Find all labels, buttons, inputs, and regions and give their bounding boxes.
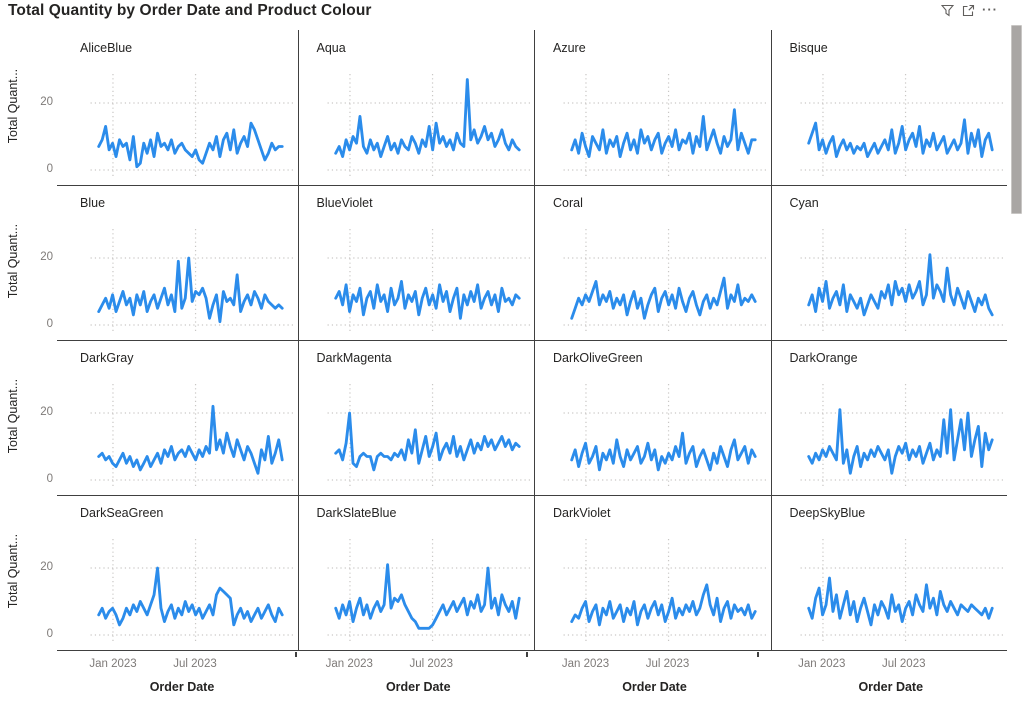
y-axis: Total Quant... 20 0 <box>0 340 62 495</box>
x-axis-col-2: Jan 2023 Jul 2023 Order Date <box>298 652 534 706</box>
line-chart[interactable] <box>62 340 298 495</box>
y-axis-title: Total Quant... <box>6 223 20 299</box>
panel-title: DarkOliveGreen <box>553 351 643 365</box>
y-axis-title: Total Quant... <box>6 68 20 144</box>
y-tick-20: 20 <box>40 251 53 263</box>
panel-blueviolet: BlueViolet <box>297 185 535 340</box>
panel-azure: Azure <box>534 30 771 185</box>
panel-blue: Blue <box>62 185 298 340</box>
y-tick-20: 20 <box>40 406 53 418</box>
visual-title: Total Quantity by Order Date and Product… <box>8 2 372 19</box>
panel-title: Coral <box>553 196 583 210</box>
panel-darkmagenta: DarkMagenta <box>297 340 535 495</box>
y-tick-0: 0 <box>46 473 53 485</box>
x-tick-jul: Jul 2023 <box>173 658 217 670</box>
line-chart[interactable] <box>62 495 298 650</box>
x-tick-jul: Jul 2023 <box>409 658 453 670</box>
line-chart[interactable] <box>299 30 535 185</box>
x-tick-jan: Jan 2023 <box>89 658 137 670</box>
y-tick-20: 20 <box>40 96 53 108</box>
axis-divider-tick <box>757 652 759 657</box>
grid-row-3: Total Quant... 20 0 DarkGray DarkMagenta… <box>0 340 1008 496</box>
line-chart[interactable] <box>535 30 771 185</box>
panel-title: DarkSeaGreen <box>80 506 164 520</box>
line-chart[interactable] <box>62 185 298 340</box>
x-tick-jan: Jan 2023 <box>798 658 846 670</box>
line-chart[interactable] <box>535 495 771 650</box>
x-axis-col-3: Jan 2023 Jul 2023 Order Date <box>535 652 771 706</box>
panel-title: DarkOrange <box>789 351 858 365</box>
line-chart[interactable] <box>772 185 1008 340</box>
grid-row-2: Total Quant... 20 0 Blue BlueViolet Cora… <box>0 185 1008 341</box>
grid-row-4: Total Quant... 20 0 DarkSeaGreen DarkSla… <box>0 495 1008 651</box>
x-axis-col-1: Jan 2023 Jul 2023 Order Date <box>62 652 298 706</box>
more-options-icon[interactable]: ··· <box>982 2 998 17</box>
x-tick-jan: Jan 2023 <box>325 658 373 670</box>
grid-row-1: Total Quant... 20 0 AliceBlue Aqua Azure… <box>0 30 1008 186</box>
panel-deepskyblue: DeepSkyBlue <box>770 495 1008 650</box>
focus-mode-icon[interactable] <box>961 3 975 17</box>
vertical-scrollbar-thumb[interactable] <box>1011 25 1022 214</box>
panel-coral: Coral <box>534 185 771 340</box>
line-chart[interactable] <box>535 340 771 495</box>
visual-header-icons: ··· <box>940 3 998 17</box>
line-chart[interactable] <box>62 30 298 185</box>
panel-title: Bisque <box>789 41 828 55</box>
small-multiples-grid: Total Quant... 20 0 AliceBlue Aqua Azure… <box>0 30 1008 651</box>
line-chart[interactable] <box>535 185 771 340</box>
y-tick-20: 20 <box>40 561 53 573</box>
panel-title: DarkMagenta <box>316 351 392 365</box>
panel-title: DarkViolet <box>553 506 611 520</box>
axis-divider-tick <box>295 652 297 657</box>
panel-darkslateblue: DarkSlateBlue <box>297 495 535 650</box>
y-axis: Total Quant... 20 0 <box>0 495 62 650</box>
y-tick-0: 0 <box>46 163 53 175</box>
x-axis-title: Order Date <box>622 680 687 694</box>
panel-title: Azure <box>553 41 586 55</box>
x-axis-footer: Jan 2023 Jul 2023 Order Date Jan 2023 Ju… <box>0 652 1007 706</box>
y-axis: Total Quant... 20 0 <box>0 185 62 340</box>
panel-title: Aqua <box>316 41 346 55</box>
line-chart[interactable] <box>299 340 535 495</box>
filter-icon[interactable] <box>940 3 954 17</box>
panel-darkgray: DarkGray <box>62 340 298 495</box>
panel-title: DeepSkyBlue <box>789 506 866 520</box>
panel-cyan: Cyan <box>770 185 1008 340</box>
panel-darkorange: DarkOrange <box>770 340 1008 495</box>
panel-title: Blue <box>80 196 106 210</box>
panel-bisque: Bisque <box>770 30 1008 185</box>
y-tick-0: 0 <box>46 628 53 640</box>
panel-title: AliceBlue <box>80 41 133 55</box>
panel-title: Cyan <box>789 196 819 210</box>
x-axis-title: Order Date <box>385 680 451 694</box>
x-tick-jul: Jul 2023 <box>645 658 690 670</box>
panel-title: DarkSlateBlue <box>316 506 397 520</box>
x-tick-jul: Jul 2023 <box>882 658 926 670</box>
x-axis-col-4: Jan 2023 Jul 2023 Order Date <box>771 652 1007 706</box>
panel-darkviolet: DarkViolet <box>534 495 771 650</box>
axis-divider-tick <box>526 652 528 657</box>
y-axis-title: Total Quant... <box>6 378 20 454</box>
y-axis: Total Quant... 20 0 <box>0 30 62 185</box>
visual-header: Total Quantity by Order Date and Product… <box>0 0 1024 30</box>
y-axis-title: Total Quant... <box>6 533 20 609</box>
y-tick-0: 0 <box>46 318 53 330</box>
line-chart[interactable] <box>772 495 1008 650</box>
panel-aliceblue: AliceBlue <box>62 30 298 185</box>
panel-darkolivegreen: DarkOliveGreen <box>534 340 771 495</box>
x-tick-jan: Jan 2023 <box>561 658 610 670</box>
panel-title: DarkGray <box>80 351 134 365</box>
line-chart[interactable] <box>772 340 1008 495</box>
line-chart[interactable] <box>299 185 535 340</box>
x-axis-title: Order Date <box>858 680 924 694</box>
line-chart[interactable] <box>299 495 535 650</box>
line-chart[interactable] <box>772 30 1008 185</box>
x-axis-title: Order Date <box>149 680 215 694</box>
panel-title: BlueViolet <box>316 196 373 210</box>
panel-darkseagreen: DarkSeaGreen <box>62 495 298 650</box>
panel-aqua: Aqua <box>297 30 535 185</box>
